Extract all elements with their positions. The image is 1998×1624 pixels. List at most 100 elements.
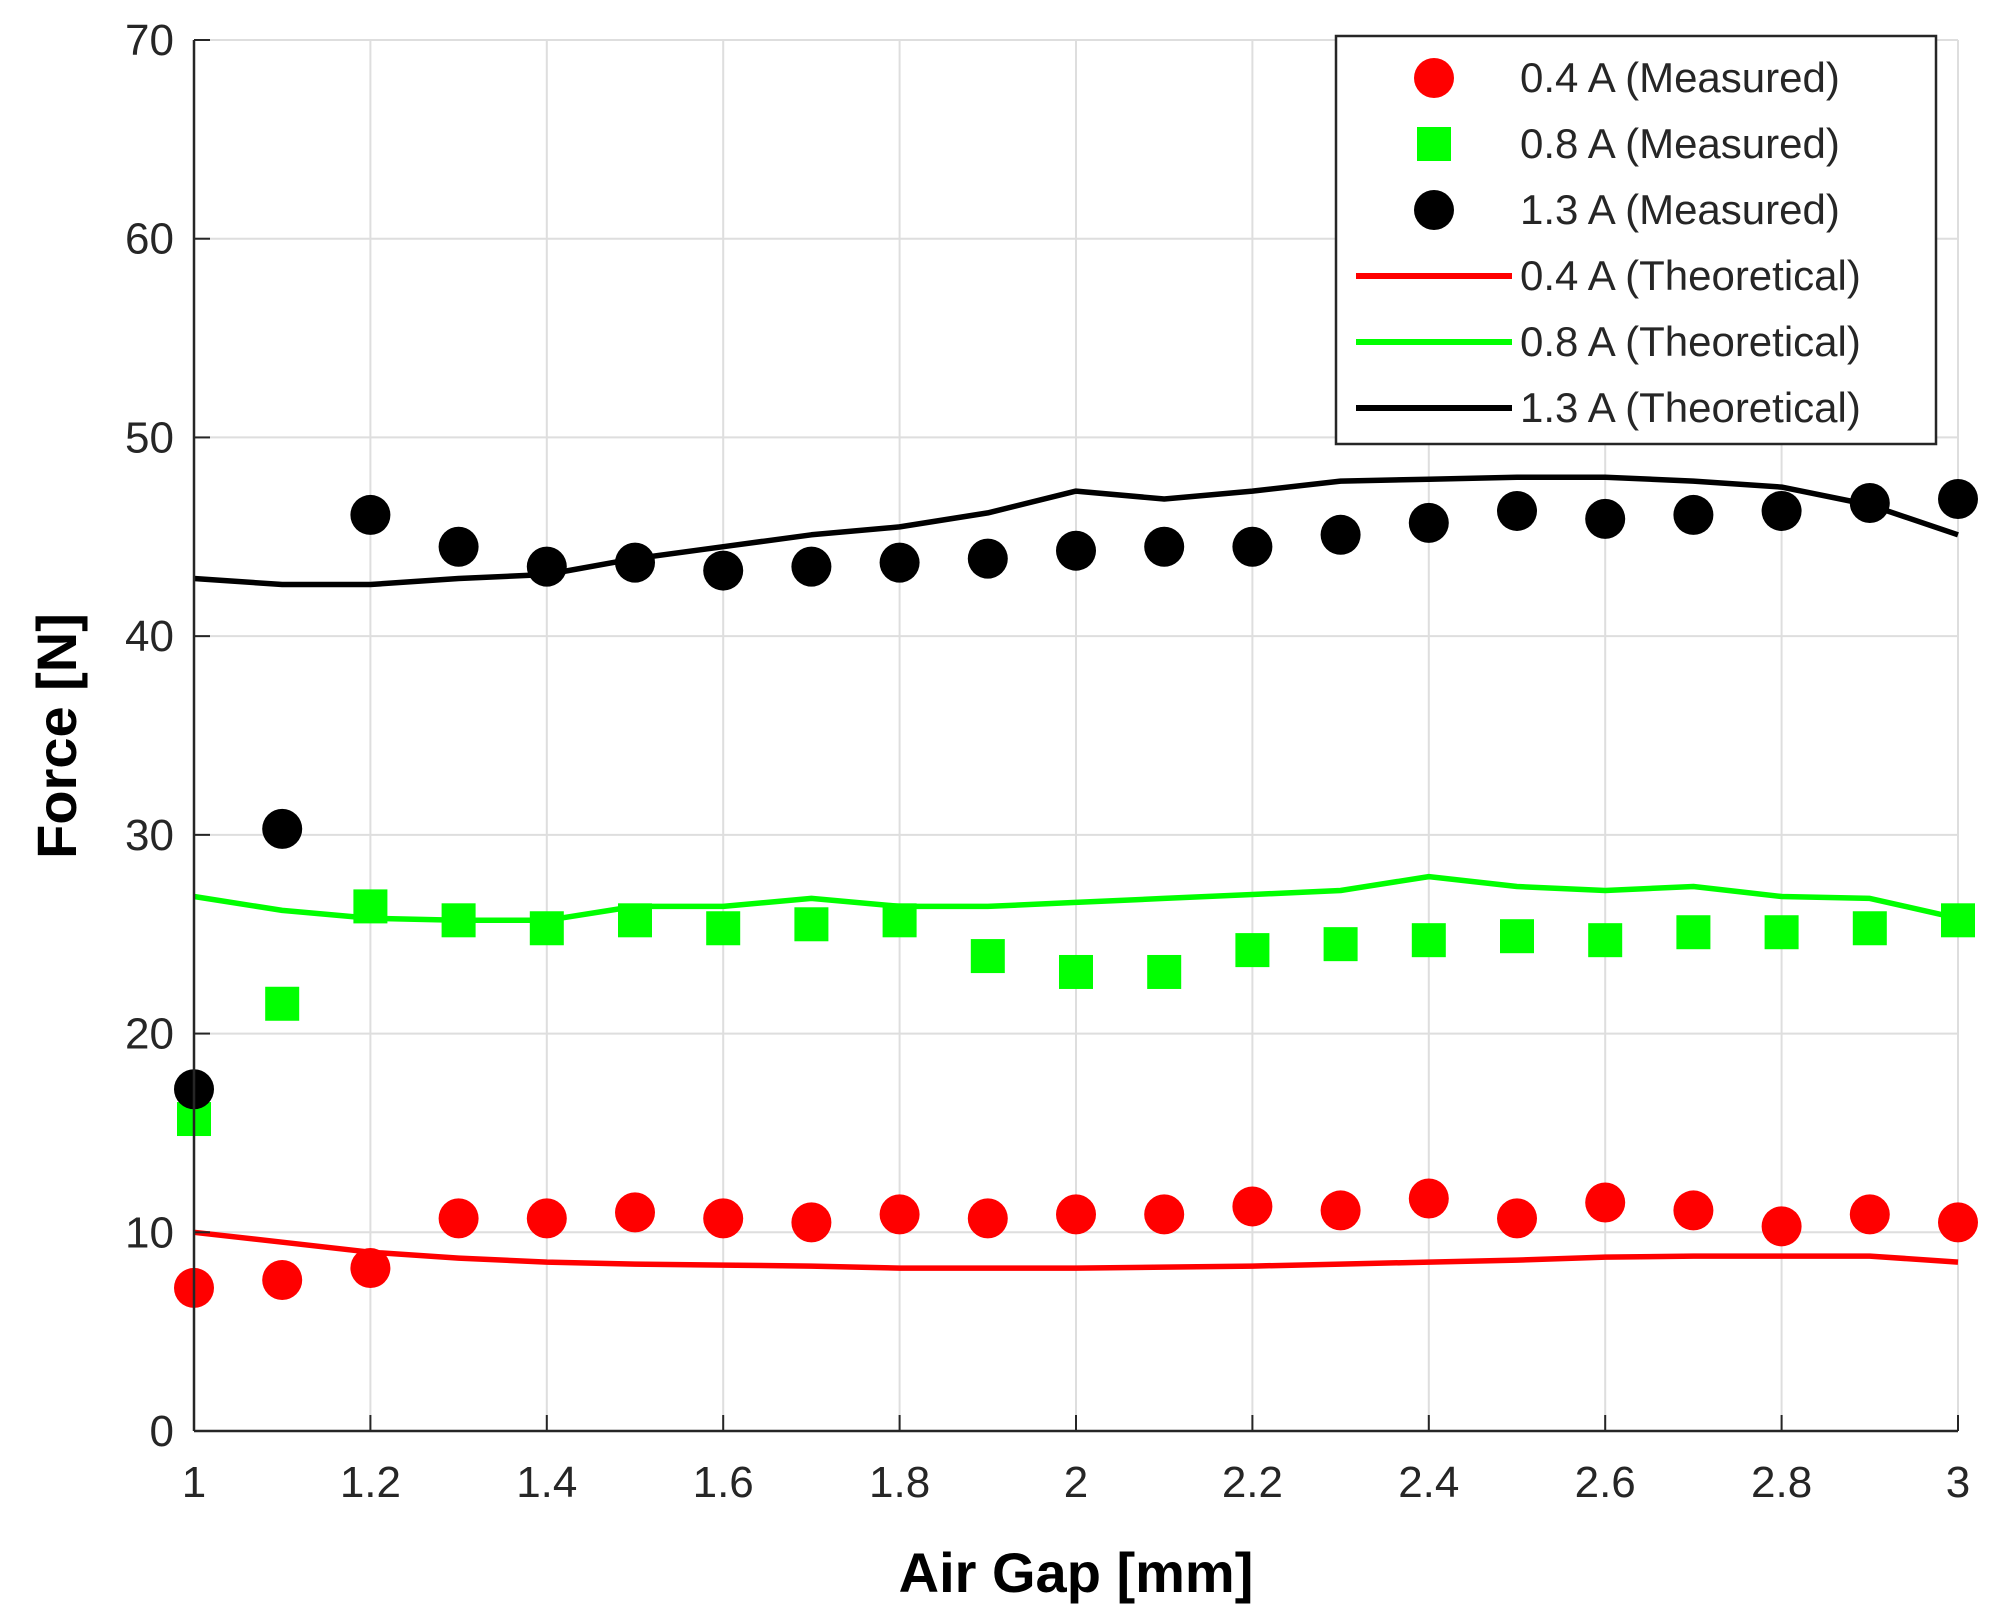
data-point-circle (879, 1194, 920, 1235)
data-point-square (970, 939, 1005, 974)
y-axis-ticks: 0 10 20 30 40 50 60 70 (125, 16, 210, 1456)
data-point-circle (1056, 1194, 1096, 1235)
data-point-square (1235, 933, 1270, 968)
data-point-circle (615, 542, 655, 583)
data-point-circle (262, 808, 303, 849)
legend-label: 1.3 A (Theoretical) (1520, 384, 1861, 431)
data-point-circle (1761, 490, 1802, 531)
data-point-circle (1056, 530, 1096, 571)
y-tick-label: 20 (125, 1010, 174, 1059)
legend-label: 0.4 A (Theoretical) (1520, 252, 1861, 299)
y-tick-label: 60 (125, 215, 174, 264)
data-point-circle (1232, 1186, 1273, 1227)
data-point-circle (1320, 1190, 1361, 1231)
x-tick-label: 1.2 (340, 1458, 401, 1507)
legend-label: 0.8 A (Theoretical) (1520, 318, 1861, 365)
data-point-circle (438, 1198, 479, 1239)
x-tick-label: 2.4 (1398, 1458, 1459, 1507)
y-axis-title: Force [N] (25, 613, 88, 859)
y-tick-label: 50 (125, 413, 174, 462)
data-point-circle (967, 1198, 1008, 1239)
data-point-circle (1673, 494, 1714, 535)
data-point-square (1764, 915, 1799, 950)
data-point-circle (703, 1198, 744, 1239)
data-point-square (1588, 923, 1623, 958)
data-point-square (882, 903, 917, 938)
data-point-circle (1585, 1182, 1626, 1223)
data-point-circle (1761, 1206, 1802, 1247)
data-point-circle (1232, 526, 1273, 567)
data-point-circle (1144, 526, 1185, 567)
data-point-circle (791, 1202, 832, 1243)
data-point-circle (526, 1198, 567, 1239)
x-axis-title: Air Gap [mm] (899, 1541, 1254, 1604)
data-point-square (265, 986, 300, 1021)
series-markers (174, 479, 1978, 1308)
series-line (193, 1229, 1959, 1271)
x-tick-label: 3 (1946, 1458, 1970, 1507)
y-tick-label: 10 (125, 1208, 174, 1257)
data-point-circle (967, 538, 1008, 579)
x-axis-ticks: 1 1.2 1.4 1.6 1.8 2 2.2 2.4 2.6 2.8 3 (182, 1415, 1970, 1507)
legend-box (1334, 34, 1938, 446)
data-point-circle (350, 494, 391, 535)
data-point-square (1323, 927, 1358, 962)
data-point-circle (526, 546, 567, 587)
data-point-circle (1673, 1190, 1714, 1231)
data-point-circle (615, 1192, 655, 1233)
data-point-square (353, 889, 388, 924)
data-point-square (1059, 954, 1093, 989)
data-point-circle (1144, 1194, 1185, 1235)
x-tick-label: 2 (1064, 1458, 1088, 1507)
data-point-circle (1849, 1194, 1890, 1235)
x-tick-label: 1.4 (516, 1458, 577, 1507)
data-point-square (441, 903, 476, 938)
legend-label: 0.8 A (Measured) (1520, 120, 1840, 167)
data-point-circle (1938, 479, 1978, 520)
data-point-circle (438, 526, 479, 567)
y-tick-label: 40 (125, 612, 174, 661)
legend-label: 0.4 A (Measured) (1520, 54, 1840, 101)
data-point-circle (262, 1259, 303, 1300)
data-point-square (794, 907, 829, 942)
x-tick-label: 1.6 (693, 1458, 754, 1507)
data-point-square (1941, 903, 1975, 938)
legend-circle-swatch (1414, 58, 1454, 98)
data-point-circle (1849, 483, 1890, 524)
data-point-square (1411, 923, 1446, 958)
data-point-square (529, 911, 564, 946)
series-line (193, 873, 1959, 924)
data-point-circle (1497, 1198, 1537, 1239)
data-point-square (706, 911, 741, 946)
x-tick-label: 1.8 (869, 1458, 930, 1507)
x-tick-label: 2.2 (1222, 1458, 1283, 1507)
x-tick-label: 1 (182, 1458, 206, 1507)
data-point-square (1147, 954, 1182, 989)
data-point-square (1500, 919, 1534, 954)
data-point-circle (1320, 514, 1361, 555)
x-tick-label: 2.8 (1751, 1458, 1812, 1507)
data-point-circle (1408, 1178, 1449, 1219)
data-point-circle (1938, 1202, 1978, 1243)
legend-square-swatch (1417, 127, 1451, 161)
x-tick-label: 2.6 (1575, 1458, 1636, 1507)
data-point-circle (1408, 502, 1449, 543)
y-tick-label: 30 (125, 811, 174, 860)
series-line (193, 474, 1959, 588)
y-tick-label: 70 (125, 16, 174, 65)
data-point-circle (350, 1248, 391, 1289)
legend-label: 1.3 A (Measured) (1520, 186, 1840, 233)
data-point-circle (703, 550, 744, 591)
legend: 0.4 A (Measured) 0.8 A (Measured) 1.3 A (M… (1334, 34, 1938, 446)
data-point-square (1852, 911, 1887, 946)
data-point-square (618, 903, 652, 938)
series-lines (193, 474, 1959, 1271)
data-point-circle (879, 542, 920, 583)
data-point-circle (1497, 490, 1537, 531)
data-point-circle (1585, 498, 1626, 539)
data-point-square (1676, 915, 1711, 950)
legend-circle-swatch (1414, 190, 1454, 230)
data-point-circle (791, 546, 832, 587)
y-tick-label: 0 (150, 1407, 174, 1456)
